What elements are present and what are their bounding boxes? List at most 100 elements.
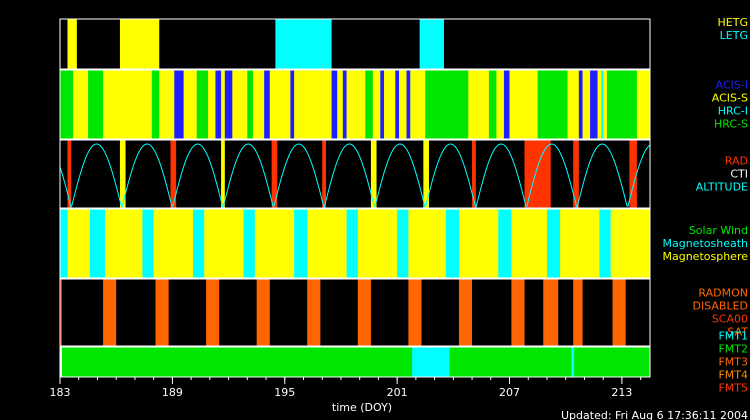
segment-bar [357,279,371,346]
legend-label: RADMON [698,287,748,300]
segment-bar [206,279,220,346]
segment-bar [88,70,104,139]
legend-label: FMT3 [718,356,748,369]
panel-4 [59,208,651,279]
segment-bar [307,279,321,346]
legend-label: LETG [720,29,748,42]
segment-bar [60,347,62,377]
x-tick-label: 201 [387,386,408,399]
segment-bar [60,209,68,278]
panel-frame [59,139,651,209]
segment-bar [60,279,62,346]
panel-background [60,347,650,377]
legend-label: CTI [730,168,748,181]
x-tick-label: 207 [499,386,520,399]
panel-3 [59,139,651,210]
legend-label: ACIS-S [712,92,748,105]
segment-bar [488,70,497,139]
legend-label: DISABLED [692,300,748,313]
legend-label: RAD [725,155,748,168]
segment-bar [290,70,295,139]
segment-bar [546,209,561,278]
panel-frame [59,278,651,347]
segment-bar [142,209,154,278]
segment-bar [472,140,476,208]
panel-frame [59,208,651,279]
legend-label: Magnetosphere [663,250,749,263]
legend-label: FMT4 [718,369,748,382]
segment-bar [155,279,169,346]
segment-bar [247,70,253,139]
segment-bar [342,70,347,139]
segment-bar [397,209,409,278]
segment-bar [256,279,270,346]
segment-bar [571,347,575,377]
segment-bar [590,70,598,139]
x-axis: 183 189 195 201 207 213 [50,377,642,399]
segment-bar [322,140,326,208]
segment-bar [606,70,637,139]
segment-bar [264,70,270,139]
panels-group [59,18,651,378]
segment-bar [331,70,338,139]
segment-bar [346,209,358,278]
legend-label: ALTITUDE [696,181,748,194]
segment-bar [215,70,222,139]
segment-bar [271,140,278,208]
segment-bar [119,140,126,208]
segment-bar [365,70,373,139]
segment-bar [503,70,510,139]
segment-bar [294,209,308,278]
segment-bar [458,279,473,346]
segment-bar [119,19,160,69]
segment-bar [498,209,512,278]
legend-label: FMT1 [718,330,748,343]
segment-bar [543,279,559,346]
segment-bar [601,70,604,139]
segment-bar [408,279,422,346]
legend-label: Magnetosheath [663,237,749,250]
segment-bar [629,140,637,208]
legend-label: FMT2 [718,343,748,356]
segment-bar [174,70,184,139]
segment-bar [89,209,105,278]
legend-label: ACIS-I [716,79,748,92]
segment-bar [170,140,177,208]
segment-bar [395,70,400,139]
segment-bar [612,279,626,346]
legend-label: HRC-S [714,118,748,131]
segment-bar [60,70,74,139]
x-tick-label: 213 [611,386,632,399]
segment-bar [192,209,205,278]
altitude-curve [59,143,651,210]
segment-bar [221,140,225,208]
x-tick-label: 183 [50,386,71,399]
segment-bar [406,70,411,139]
panel-5 [59,278,651,347]
segment-bar [423,140,429,208]
panel-frame [59,69,651,140]
segment-bar [573,279,583,346]
panel-2 [59,69,651,140]
legend-label: Solar Wind [689,224,748,237]
updated-label: Updated: Fri Aug 6 17:36:11 2004 [561,409,748,420]
segment-bar [419,19,444,69]
segment-bar [67,140,72,208]
legend-label: FMT5 [718,382,748,395]
legend-label: SAT [727,326,748,339]
segment-bar [224,70,233,139]
segment-bar [103,279,117,346]
legend-label: HRC-I [718,105,748,118]
segment-bar [573,140,579,208]
x-tick-label: 195 [274,386,295,399]
segment-bar [511,279,525,346]
legend-label: HETG [718,16,748,29]
segment-bar [445,209,459,278]
segment-bar [151,70,160,139]
segment-bar [537,70,568,139]
legend-label: SCA00 [712,313,748,326]
segment-bar [275,19,332,69]
panel-frame [59,346,651,378]
